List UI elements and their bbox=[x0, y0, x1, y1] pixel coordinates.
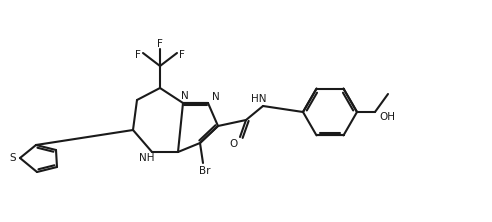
Text: HN: HN bbox=[251, 94, 267, 104]
Text: F: F bbox=[179, 50, 185, 60]
Text: S: S bbox=[10, 153, 16, 163]
Text: F: F bbox=[157, 39, 163, 49]
Text: N: N bbox=[212, 92, 220, 102]
Text: OH: OH bbox=[379, 112, 395, 122]
Text: Br: Br bbox=[199, 166, 211, 176]
Text: NH: NH bbox=[139, 153, 155, 163]
Text: N: N bbox=[181, 91, 189, 101]
Text: O: O bbox=[230, 139, 238, 149]
Text: F: F bbox=[135, 50, 141, 60]
